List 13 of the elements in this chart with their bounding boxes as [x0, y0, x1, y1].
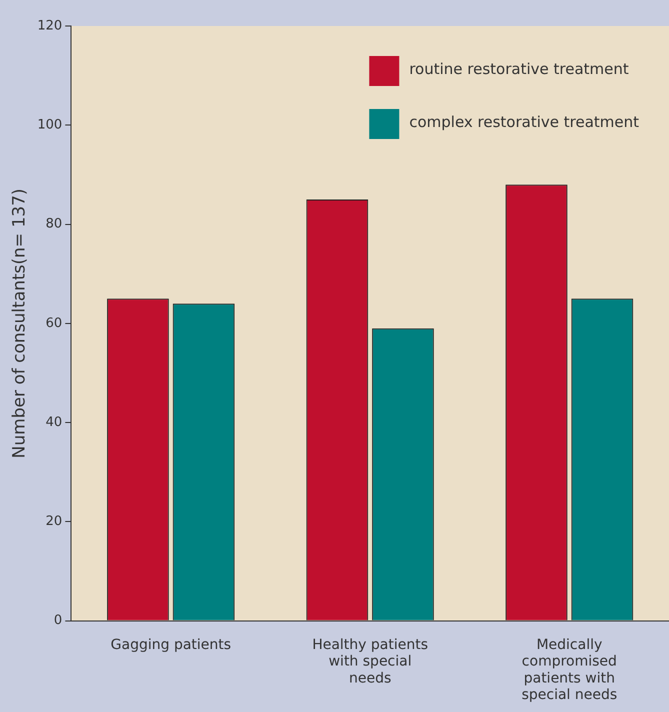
y-tick-label: 20 [46, 514, 62, 530]
x-tick-label: Gagging patients [110, 636, 232, 653]
legend-label: routine restorative treatment [409, 60, 629, 78]
y-tick-label: 40 [46, 414, 62, 430]
y-tick-label: 120 [37, 18, 62, 34]
x-tick-label: Medically compromised patients with special needs [522, 636, 618, 704]
y-axis-title: Number of consultants(n= 137) [10, 188, 30, 458]
y-tick-label: 0 [54, 613, 62, 628]
legend-label: complex restorative treatment [409, 112, 640, 131]
y-tick-label: 60 [46, 316, 62, 331]
y-tick-label: 80 [46, 216, 62, 232]
x-tick-label: Healthy patients with special needs [312, 636, 428, 686]
y-tick-label: 100 [37, 118, 62, 133]
